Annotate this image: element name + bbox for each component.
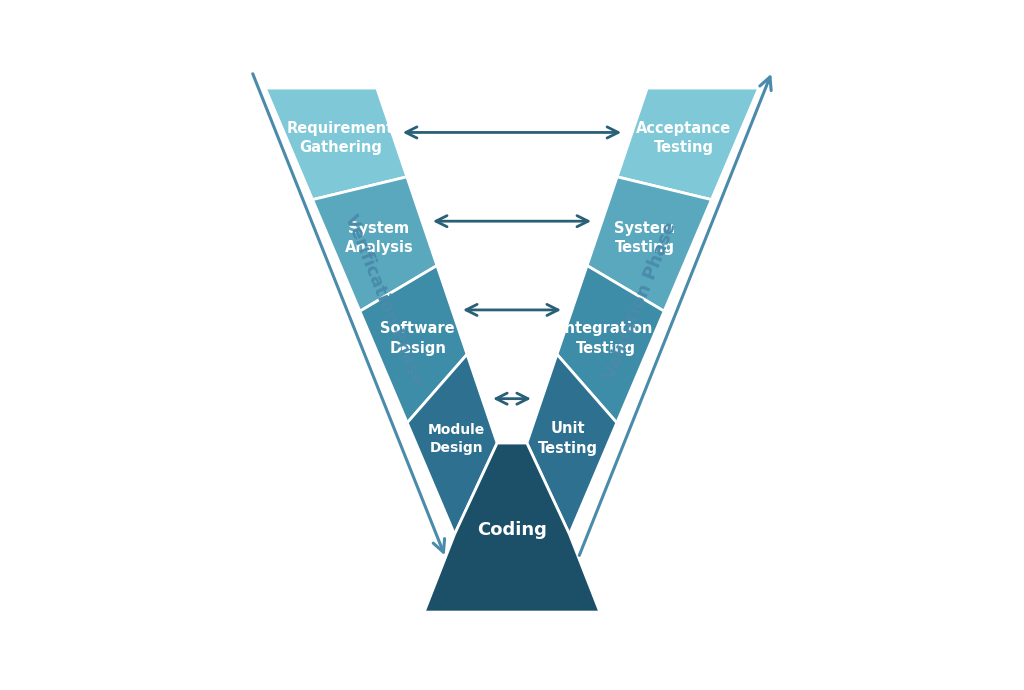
Polygon shape [617,88,759,199]
Text: Validation Phase: Validation Phase [601,219,680,382]
Text: Verification Phase: Verification Phase [341,213,426,389]
Polygon shape [587,177,712,311]
Polygon shape [424,443,600,612]
Text: Coding: Coding [477,521,547,539]
Text: Module
Design: Module Design [428,423,485,455]
Polygon shape [265,88,407,199]
Text: Integration
Testing: Integration Testing [559,322,653,355]
Text: Requirement
Gathering: Requirement Gathering [287,121,394,155]
Text: Unit
Testing: Unit Testing [538,422,598,455]
Polygon shape [359,266,467,423]
Text: Acceptance
Testing: Acceptance Testing [636,121,731,155]
Text: Software
Design: Software Design [381,322,455,355]
Polygon shape [527,354,616,534]
Text: System
Analysis: System Analysis [345,221,414,255]
Polygon shape [557,266,665,423]
Polygon shape [312,177,437,311]
Polygon shape [408,354,497,534]
Text: System
Testing: System Testing [614,221,676,255]
